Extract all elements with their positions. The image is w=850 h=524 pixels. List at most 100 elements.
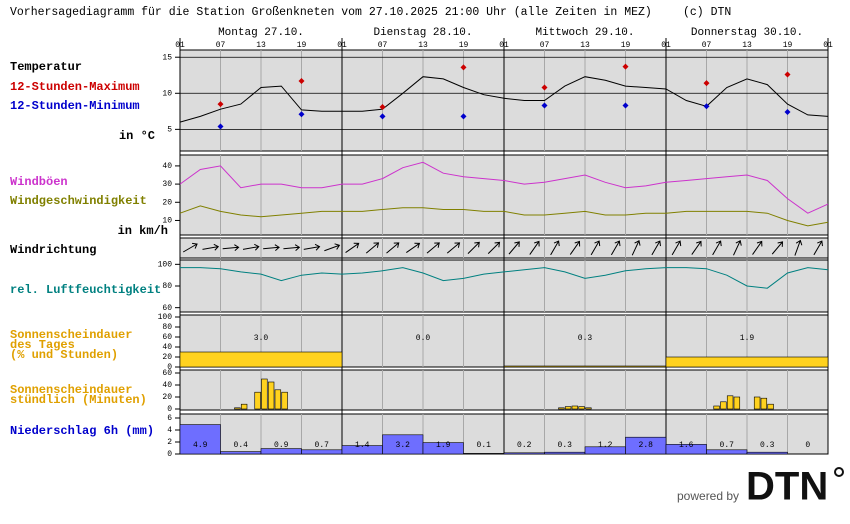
bar <box>746 451 788 455</box>
x-tick-label: 13 <box>256 41 266 50</box>
wind-arrow <box>590 240 601 256</box>
point <box>622 63 629 70</box>
bar <box>281 391 288 410</box>
bar <box>503 452 545 455</box>
value-label: 3.0 <box>254 334 269 343</box>
y-tick-label: 40 <box>162 162 172 171</box>
value-label: 0.1 <box>477 441 492 450</box>
bar <box>544 451 586 455</box>
value-label: 4.9 <box>193 441 208 450</box>
value-label: 1.9 <box>436 441 451 450</box>
wind-arrow <box>508 241 520 255</box>
bar <box>463 453 505 455</box>
bar <box>261 378 268 410</box>
y-tick-label: 60 <box>162 304 172 313</box>
day-label: Montag 27.10. <box>218 27 304 39</box>
bar <box>564 406 572 410</box>
bar <box>558 407 565 410</box>
y-tick-label: 20 <box>162 393 172 402</box>
bar <box>179 424 221 455</box>
bar <box>665 356 829 368</box>
x-tick-label: 13 <box>742 41 752 50</box>
x-tick-label: 13 <box>580 41 590 50</box>
bar <box>578 406 585 410</box>
bar <box>234 407 241 410</box>
point <box>460 64 467 71</box>
point <box>541 84 548 91</box>
y-tick-label: 0 <box>167 363 172 372</box>
y-tick-label: 2 <box>167 438 172 447</box>
x-tick-label: 13 <box>418 41 428 50</box>
wind-arrow <box>813 240 823 256</box>
logo-dot <box>834 467 844 477</box>
value-label: 0.2 <box>517 441 532 450</box>
bar <box>665 444 707 455</box>
x-tick-label: 19 <box>621 41 631 50</box>
value-label: 0.0 <box>416 334 431 343</box>
panel-label: Windböen <box>10 175 68 189</box>
bar <box>733 396 741 410</box>
panel-label: stündlich (Minuten) <box>10 393 147 407</box>
logo: DTN <box>746 465 828 509</box>
point <box>217 123 224 130</box>
wind-arrow <box>487 241 501 255</box>
value-label: 2.8 <box>639 441 654 450</box>
wind-arrow <box>446 242 461 254</box>
value-label: 0 <box>805 441 810 450</box>
y-tick-label: 40 <box>162 381 172 390</box>
panel-label: in °C <box>119 129 155 143</box>
y-tick-label: 10 <box>162 217 172 226</box>
wind-arrow <box>671 240 682 256</box>
point <box>379 113 386 120</box>
line <box>180 267 829 289</box>
x-tick-label: 07 <box>378 41 388 50</box>
bar <box>240 403 248 410</box>
y-tick-label: 5 <box>167 125 172 134</box>
panel-label: Niederschlag 6h (mm) <box>10 424 154 438</box>
value-label: 0.7 <box>720 441 735 450</box>
panel-label: Sonnenscheindauer <box>10 328 132 342</box>
panel-label: Windrichtung <box>10 243 96 257</box>
y-tick-label: 6 <box>167 414 172 423</box>
wind-arrow <box>345 242 360 253</box>
value-label: 0.9 <box>274 441 289 450</box>
y-tick-label: 20 <box>162 353 172 362</box>
wind-arrow <box>222 244 240 252</box>
panel-label: 12-Stunden-Minimum <box>10 99 140 113</box>
panel-label: Windgeschwindigkeit <box>10 194 147 208</box>
bar <box>179 351 343 368</box>
line <box>179 76 829 123</box>
wind-arrow <box>386 242 400 254</box>
y-tick-label: 80 <box>162 323 172 332</box>
wind-arrow <box>691 240 702 255</box>
value-label: 0.3 <box>578 334 593 343</box>
value-label: 3.2 <box>396 441 411 450</box>
y-tick-label: 60 <box>162 333 172 342</box>
point <box>541 102 548 109</box>
x-tick-label: 07 <box>216 41 226 50</box>
y-tick-label: 20 <box>162 198 172 207</box>
copyright: (c) DTN <box>683 6 731 19</box>
wind-arrow <box>733 239 742 256</box>
wind-arrow <box>365 242 380 254</box>
powered-by: powered by <box>677 489 739 503</box>
wind-arrow <box>303 243 321 251</box>
wind-arrow <box>202 243 220 251</box>
x-tick-label: 19 <box>783 41 793 50</box>
y-tick-label: 15 <box>162 53 172 62</box>
point <box>784 109 791 116</box>
bar <box>585 407 592 410</box>
day-label: Donnerstag 30.10. <box>691 27 803 39</box>
wind-arrow <box>550 240 560 256</box>
bar <box>720 401 727 410</box>
bar <box>706 449 748 455</box>
wind-arrow <box>712 240 722 256</box>
x-tick-label: 19 <box>297 41 307 50</box>
wind-arrow <box>324 243 341 252</box>
panel-label: rel. Luftfeuchtigkeit <box>10 283 161 297</box>
point <box>298 78 305 85</box>
value-label: 1.4 <box>355 441 370 450</box>
bar <box>254 391 261 410</box>
bar <box>422 442 464 455</box>
y-tick-label: 100 <box>158 260 173 269</box>
